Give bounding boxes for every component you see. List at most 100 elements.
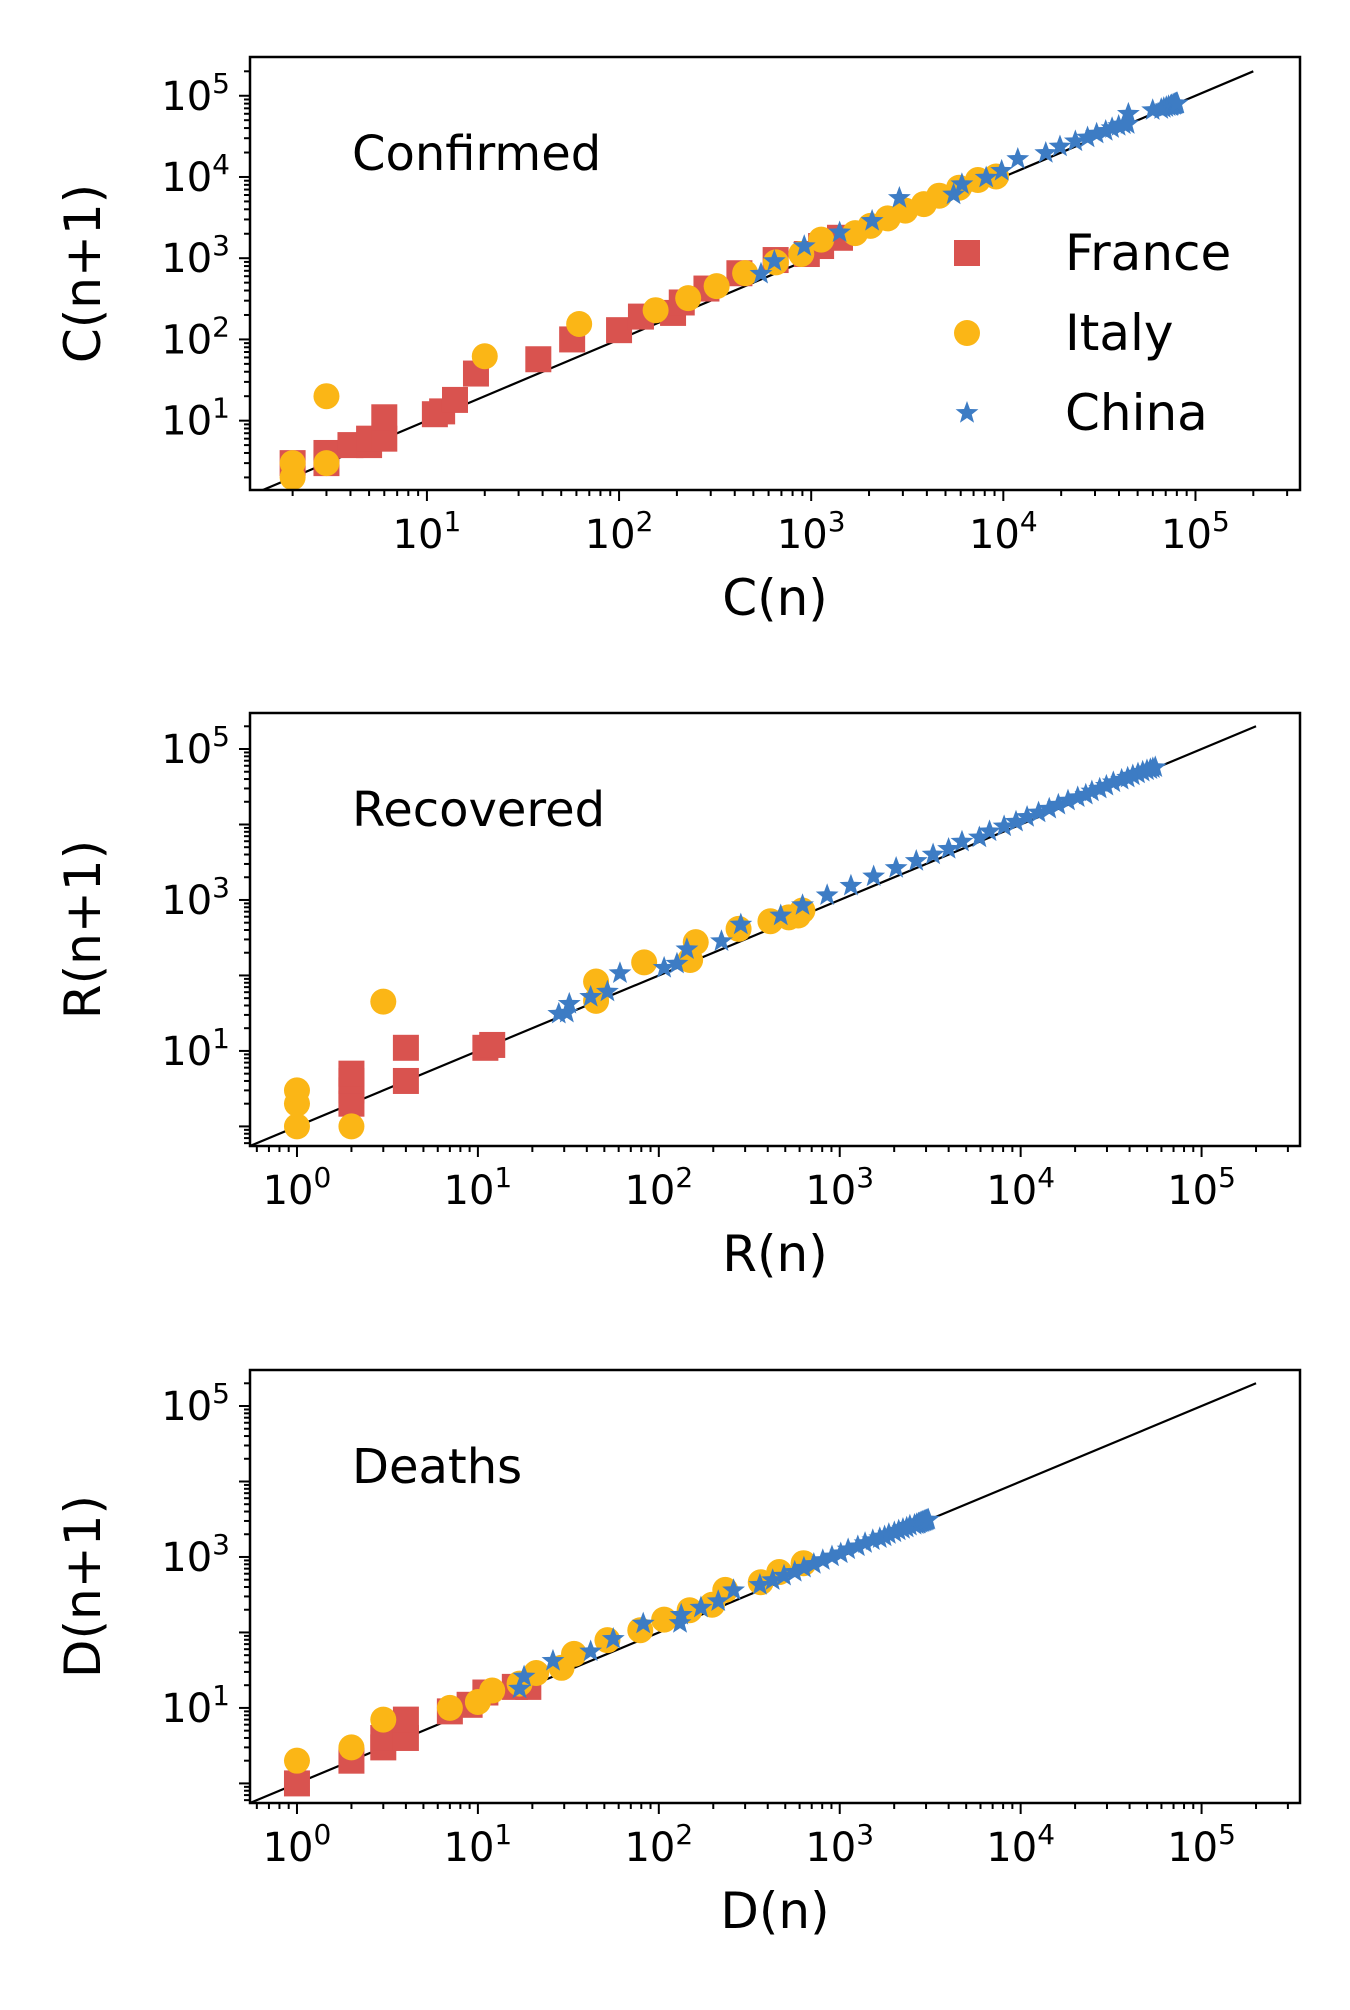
china-point (547, 1001, 571, 1024)
china-point (860, 208, 884, 231)
china-point (608, 961, 632, 983)
italy-point (703, 273, 730, 300)
x-tick-label: 105 (1167, 1161, 1236, 1214)
china-point (668, 1611, 692, 1633)
china-point (802, 1552, 826, 1574)
china-point (1048, 134, 1072, 157)
series-china (749, 91, 1189, 284)
plot-area (250, 1382, 1257, 1803)
china-point (1080, 779, 1104, 802)
axes-frame (248, 711, 1302, 1148)
china-point (815, 883, 839, 906)
china-point (1046, 792, 1070, 815)
italy-point (370, 1706, 397, 1733)
france-point (338, 1060, 365, 1087)
china-point (820, 1544, 844, 1567)
france-point (392, 1034, 419, 1061)
china-point (1165, 91, 1189, 114)
china-point (861, 1528, 885, 1550)
y-tick-label: 105 (161, 67, 230, 120)
china-point (1015, 805, 1039, 827)
china-point (921, 842, 945, 865)
italy-point (283, 1113, 310, 1140)
legend-marker-italy (954, 320, 980, 346)
china-point (710, 929, 733, 951)
china-point (706, 1589, 730, 1611)
y-tick-label: 103 (161, 871, 230, 924)
panel-annotation: Recovered (352, 782, 605, 838)
china-point (828, 220, 852, 243)
china-point (1074, 782, 1098, 805)
china-point (1066, 785, 1090, 808)
china-point (791, 893, 814, 915)
chart-panel-recovered: 100 101 102 103 104 105 101 103 105 R(n) R(n+1) Rec… (54, 711, 1302, 1283)
italy-point (370, 988, 397, 1015)
china-point (1094, 119, 1118, 141)
x-tick-label: 105 (1167, 1818, 1236, 1871)
axes-frame (248, 1368, 1302, 1805)
china-point (792, 1555, 816, 1578)
x-tick-label: 102 (624, 1161, 693, 1214)
china-point (916, 1507, 940, 1530)
china-point (1006, 147, 1030, 169)
china-point (1143, 755, 1167, 778)
china-point (512, 1664, 536, 1687)
axes-frame (248, 55, 1302, 492)
china-point (761, 1568, 785, 1590)
china-point (1116, 112, 1140, 134)
legend-marker-china (955, 401, 979, 423)
x-tick-label: 103 (805, 1818, 874, 1871)
france-point (371, 404, 398, 431)
italy-point (436, 1694, 463, 1721)
x-tick-label: 103 (805, 1161, 874, 1214)
china-point (579, 1639, 603, 1662)
china-point (829, 1541, 853, 1564)
china-point (992, 814, 1016, 837)
china-point (1094, 773, 1118, 796)
china-point (769, 903, 793, 926)
china-point (579, 984, 603, 1007)
china-point (1034, 141, 1058, 163)
italy-point (523, 1660, 550, 1687)
y-tick-label: 103 (161, 1528, 230, 1581)
china-point (1101, 770, 1125, 793)
china-point (1027, 800, 1050, 823)
china-point (1076, 125, 1099, 148)
italy-point (926, 182, 953, 209)
legend-label-china: China (1065, 384, 1208, 442)
china-point (665, 951, 689, 974)
italy-point (631, 949, 658, 976)
china-point (557, 991, 581, 1014)
y-axis-label: D(n+1) (54, 1495, 112, 1678)
france-point (392, 1706, 419, 1733)
china-point (675, 937, 699, 960)
china-point (762, 249, 786, 271)
y-tick-label: 103 (161, 229, 230, 282)
china-point (836, 1537, 860, 1560)
y-tick-label: 101 (161, 392, 230, 445)
china-point (729, 912, 753, 935)
china-point (508, 1676, 531, 1699)
legend: France Italy China (954, 224, 1231, 442)
y-tick-label: 101 (161, 1679, 230, 1732)
chart-panel-confirmed: 101 102 103 104 105 101 102 103 104 105 C(n) C(n+1)… (54, 55, 1302, 627)
china-point (748, 1572, 772, 1595)
china-point (596, 979, 619, 1002)
china-point (950, 829, 974, 852)
series-italy (279, 163, 1010, 490)
x-tick-label: 105 (1161, 505, 1230, 558)
italy-point (651, 1606, 678, 1633)
china-point (937, 836, 960, 859)
panel-annotation: Confirmed (352, 126, 601, 182)
china-point (978, 819, 1001, 842)
china-point (884, 856, 908, 878)
china-point (652, 955, 676, 978)
italy-point (642, 297, 669, 324)
series-france (338, 1031, 506, 1117)
x-tick-label: 100 (263, 1818, 332, 1871)
plot-area (250, 725, 1257, 1146)
y-tick-label: 101 (161, 1022, 230, 1075)
x-tick-label: 102 (585, 505, 654, 558)
y-tick-label: 102 (161, 310, 230, 363)
italy-point (561, 1640, 588, 1667)
